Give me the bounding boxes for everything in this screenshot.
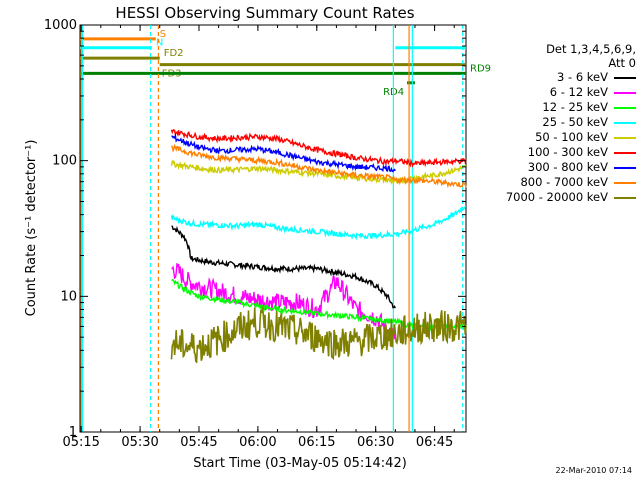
x-tick-label: 05:15: [62, 435, 99, 450]
plot-frame: [79, 24, 467, 433]
legend-swatch: [614, 122, 636, 124]
legend-item: 50 - 100 keV: [480, 130, 636, 145]
x-tick-label: 06:00: [239, 435, 276, 450]
legend-swatch: [614, 92, 636, 94]
legend-item-label: 3 - 6 keV: [557, 70, 608, 84]
series-line: [171, 225, 396, 309]
series-line: [170, 143, 467, 189]
legend-swatch: [614, 77, 636, 79]
x-tick-label: 05:30: [121, 435, 158, 450]
legend-item-label: 7000 - 20000 keV: [505, 190, 608, 204]
legend-item: 25 - 50 keV: [480, 115, 636, 130]
legend-swatch: [614, 137, 636, 139]
legend-item-label: 6 - 12 keV: [549, 85, 608, 99]
y-tick-label: 10: [60, 289, 77, 304]
annotation-label: S: [160, 29, 166, 40]
x-axis-label: Start Time (03-May-05 05:14:42): [193, 456, 407, 471]
annotation-label: FD2: [164, 48, 184, 59]
generation-timestamp: 22-Mar-2010 07:14: [555, 466, 633, 475]
x-tick-label: 05:45: [180, 435, 217, 450]
legend-entries: 3 - 6 keV 6 - 12 keV 12 - 25 keV 25 - 50 ke…: [480, 70, 636, 205]
legend-item-label: 25 - 50 keV: [542, 115, 608, 129]
x-tick-label: 06:30: [357, 435, 394, 450]
legend-header-line2: Att 0: [608, 56, 636, 70]
legend-swatch: [614, 152, 636, 154]
annotation-label: N: [156, 38, 163, 49]
legend-item-label: 50 - 100 keV: [535, 130, 608, 144]
legend-swatch: [614, 182, 636, 184]
legend-item: 300 - 800 keV: [480, 160, 636, 175]
legend-item-label: 300 - 800 keV: [527, 160, 608, 174]
annotation-bars-group: SNFD2FD3RD9RD4: [80, 25, 491, 432]
legend-item: 100 - 300 keV: [480, 145, 636, 160]
chart-title: HESSI Observing Summary Count Rates: [115, 4, 414, 22]
annotation-label: RD9: [470, 63, 491, 74]
x-tick-label: 06:15: [298, 435, 335, 450]
axes-group: 05:15 05:30 05:45 06:00 06:15 06:30 06:45 1 10 10…: [44, 18, 466, 450]
legend-item: 7000 - 20000 keV: [480, 190, 636, 205]
plot-frame-group: [79, 24, 467, 433]
legend: Det 1,3,4,5,6,9, Att 0 3 - 6 keV 6 - 12 k…: [480, 42, 636, 205]
legend-item-label: 100 - 300 keV: [527, 145, 608, 159]
y-axis-label: Count Rate (s⁻¹ detector⁻¹): [24, 140, 39, 317]
y-tick-label: 100: [52, 154, 77, 169]
x-tick-label: 06:45: [416, 435, 453, 450]
series-line: [170, 205, 467, 241]
legend-item: 6 - 12 keV: [480, 85, 636, 100]
series-line: [170, 306, 467, 364]
series-line: [171, 263, 396, 340]
legend-item: 800 - 7000 keV: [480, 175, 636, 190]
legend-item-label: 800 - 7000 keV: [520, 175, 608, 189]
legend-item: 3 - 6 keV: [480, 70, 636, 85]
series-line: [171, 132, 396, 173]
legend-swatch: [614, 107, 636, 109]
legend-swatch: [614, 167, 636, 169]
legend-item: 12 - 25 keV: [480, 100, 636, 115]
legend-header-line1: Det 1,3,4,5,6,9,: [546, 42, 636, 56]
series-line: [170, 129, 467, 168]
y-tick-label: 1: [69, 425, 77, 440]
y-tick-label: 1000: [44, 18, 77, 33]
legend-swatch: [614, 197, 636, 199]
legend-item-label: 12 - 25 keV: [542, 100, 608, 114]
series-group: [170, 129, 467, 364]
